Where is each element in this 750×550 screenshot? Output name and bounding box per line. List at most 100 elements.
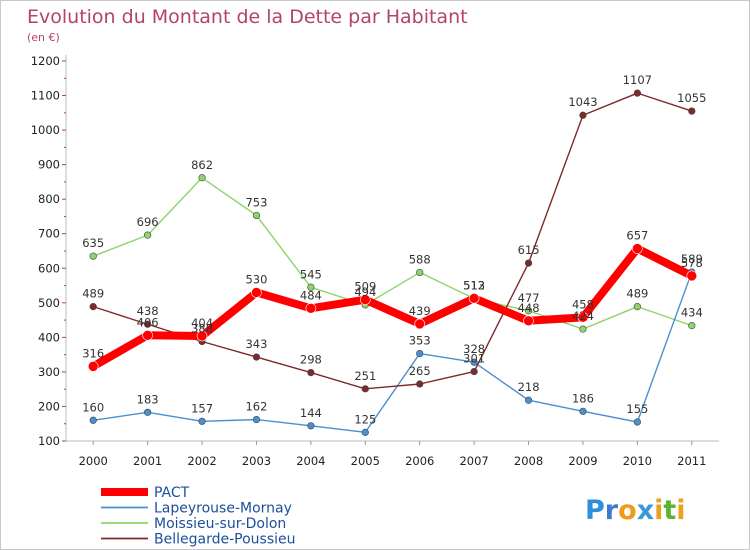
data-point: [307, 283, 315, 291]
data-label: 513: [463, 278, 485, 292]
data-label: 489: [626, 287, 648, 301]
data-label: 512: [463, 279, 485, 293]
data-label: 458: [572, 297, 594, 311]
data-point: [688, 107, 696, 115]
y-tick-label: 600: [38, 261, 60, 275]
brand-letter: P: [585, 495, 605, 526]
series-line-1: [93, 271, 693, 434]
data-label: 588: [409, 252, 431, 266]
series-line-0: [91, 244, 694, 370]
brand-letter: r: [605, 495, 619, 526]
data-point: [414, 318, 426, 330]
data-label: 635: [82, 236, 104, 250]
x-tick-label: 2007: [459, 454, 488, 468]
data-label: 1055: [677, 91, 706, 105]
data-label: 438: [137, 304, 159, 318]
legend-label: Bellegarde-Poussieu: [154, 532, 295, 548]
x-tick-label: 2005: [351, 454, 380, 468]
data-label: 388: [191, 322, 213, 336]
data-point: [359, 294, 371, 306]
series-line-3: [92, 92, 693, 390]
data-label: 218: [518, 380, 540, 394]
data-label: 578: [681, 256, 703, 270]
data-point: [144, 408, 152, 416]
brand-letter: o: [618, 495, 637, 526]
legend-label: PACT: [154, 485, 190, 501]
x-tick-label: 2010: [623, 454, 652, 468]
data-point: [633, 89, 641, 97]
y-tick-label: 500: [38, 296, 60, 310]
data-label: 477: [518, 291, 540, 305]
data-point: [577, 312, 589, 323]
data-point: [579, 407, 587, 415]
x-tick-label: 2006: [405, 454, 434, 468]
y-tick-label: 800: [38, 192, 60, 206]
y-tick-label: 1200: [31, 54, 60, 68]
data-label: 862: [191, 158, 213, 172]
legend: PACTLapeyrouse-MornayMoissieu-sur-DolonB…: [101, 485, 295, 548]
data-label: 753: [245, 195, 267, 209]
data-point: [89, 252, 97, 260]
data-label: 160: [82, 400, 104, 414]
data-point: [524, 396, 533, 404]
data-label: 696: [137, 215, 159, 229]
y-tick-label: 1100: [31, 89, 60, 103]
legend-label: Moissieu-sur-Dolon: [154, 516, 286, 532]
data-point: [470, 358, 478, 366]
data-point: [198, 417, 206, 425]
y-tick-label: 300: [38, 365, 60, 379]
data-label: 494: [354, 285, 376, 299]
brand-letter: t: [663, 495, 676, 526]
data-label: 251: [354, 369, 376, 383]
data-label: 155: [626, 402, 648, 416]
data-point: [89, 303, 97, 311]
data-label: 484: [300, 288, 322, 302]
data-label: 657: [626, 229, 648, 243]
data-point: [470, 367, 478, 376]
x-tick-label: 2002: [187, 454, 216, 468]
data-label: 186: [572, 391, 594, 405]
data-label: 301: [463, 352, 485, 366]
y-tick-label: 1000: [31, 123, 60, 137]
data-label: 157: [191, 401, 213, 415]
x-tick-label: 2004: [296, 454, 325, 468]
data-point: [305, 303, 317, 314]
data-label: 125: [354, 412, 376, 426]
data-point: [523, 315, 534, 327]
data-label: 424: [572, 309, 594, 323]
data-label: 448: [518, 301, 540, 315]
data-label: 162: [245, 400, 267, 414]
data-label: 589: [681, 252, 703, 266]
data-point: [688, 322, 696, 330]
data-point: [89, 416, 97, 424]
data-point: [524, 307, 533, 315]
data-point: [633, 303, 641, 311]
series-lines: [87, 89, 698, 436]
data-label: 615: [518, 243, 540, 257]
data-point: [87, 361, 99, 372]
data-label: 265: [409, 364, 431, 378]
data-point: [198, 174, 206, 182]
data-point: [252, 353, 261, 361]
data-point: [579, 325, 587, 333]
data-label: 489: [82, 287, 104, 301]
brand-letter: i: [676, 495, 685, 526]
chart-subtitle: (en €): [27, 31, 60, 44]
data-label: 328: [463, 342, 485, 356]
brand-logo: Proxiti: [585, 495, 686, 526]
data-point: [468, 293, 480, 304]
data-label: 404: [191, 316, 213, 330]
legend-label: Lapeyrouse-Mornay: [154, 501, 292, 517]
data-point: [579, 111, 587, 119]
data-label: 183: [137, 392, 159, 406]
data-label: 1043: [568, 95, 597, 109]
data-label: 439: [409, 304, 431, 318]
x-tick-label: 2008: [514, 454, 543, 468]
data-point: [361, 385, 369, 393]
data-label: 545: [300, 267, 322, 281]
data-label: 509: [354, 280, 376, 294]
y-tick-label: 400: [38, 330, 60, 344]
data-point: [196, 330, 208, 342]
data-point: [632, 243, 643, 254]
